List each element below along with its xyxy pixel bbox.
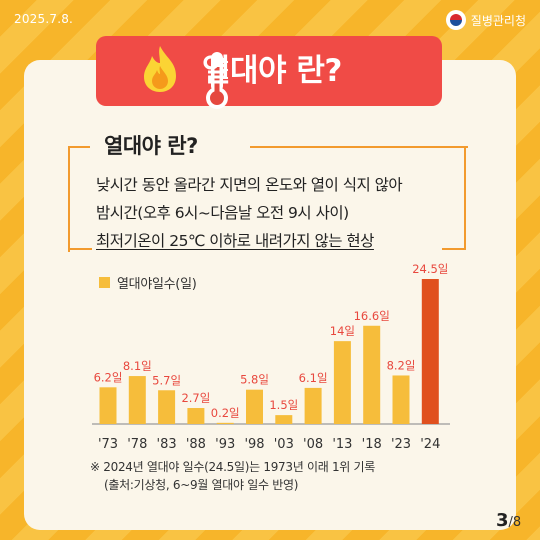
page-current: 3	[496, 510, 509, 531]
x-tick-label-6: '03	[274, 437, 294, 452]
bar-11	[421, 279, 439, 424]
x-tick-label-9: '18	[362, 437, 382, 452]
legend-swatch	[99, 277, 110, 288]
value-label-3: 2.7일	[181, 391, 210, 405]
definition-line-2: 밤시간(오후 6시~다음날 오전 9시 사이)	[96, 204, 349, 222]
bar-9	[363, 325, 381, 424]
definition-line-1: 낮시간 동안 올라간 지면의 온도와 열이 식지 않아	[96, 176, 403, 194]
page-total: /8	[508, 515, 522, 530]
title-banner: 열대야 란?	[96, 36, 442, 109]
bar-2	[158, 390, 176, 424]
x-tick-label-1: '78	[127, 437, 147, 452]
x-tick-label-4: '93	[215, 437, 235, 452]
x-tick-label-5: '98	[244, 437, 264, 452]
value-label-2: 5.7일	[152, 373, 181, 387]
kdca-logo-icon	[445, 10, 466, 30]
definition-title: 열대야 란?	[104, 134, 198, 158]
bar-0	[99, 387, 117, 424]
frame-right-line	[464, 146, 466, 250]
page-indicator: 3/8	[496, 510, 521, 531]
banner-title: 열대야 란?	[202, 53, 342, 89]
value-label-10: 8.2일	[387, 358, 416, 372]
value-label-11: 24.5일	[412, 262, 448, 276]
definition-line-3: 최저기온이 25℃ 이하로 내려가지 않는 현상	[96, 232, 374, 250]
chart-note: ※ 2024년 열대야 일수(24.5일)는 1973년 이래 1위 기록	[90, 460, 376, 474]
value-label-6: 1.5일	[269, 398, 298, 412]
frame-title-gap	[90, 132, 250, 162]
date-label: 2025.7.8.	[14, 12, 74, 26]
value-label-8: 14일	[330, 324, 355, 338]
value-label-0: 6.2일	[94, 370, 123, 384]
value-label-5: 5.8일	[240, 373, 269, 387]
frame-bottom-right	[442, 248, 466, 250]
org-name: 질병관리청	[470, 13, 526, 28]
value-label-7: 6.1일	[299, 371, 328, 385]
bar-10	[392, 375, 410, 424]
fire-icon	[144, 46, 176, 92]
chart-source: (출처:기상청, 6~9월 열대야 일수 반영)	[104, 478, 299, 492]
x-tick-label-7: '08	[303, 437, 323, 452]
thermometer-icon	[206, 52, 228, 109]
bar-8	[333, 341, 351, 424]
bar-3	[187, 408, 205, 424]
x-tick-label-3: '88	[186, 437, 206, 452]
chart-legend: 열대야일수(일)	[99, 273, 197, 292]
value-label-9: 16.6일	[354, 309, 390, 323]
frame-top-line	[252, 146, 466, 148]
value-label-1: 8.1일	[123, 359, 152, 373]
frame-bottom-left	[68, 248, 92, 250]
x-tick-label-2: '83	[157, 437, 177, 452]
value-label-4: 0.2일	[211, 406, 240, 420]
x-tick-label-0: '73	[98, 437, 118, 452]
x-tick-label-8: '13	[332, 437, 352, 452]
bar-6	[275, 415, 293, 424]
bar-1	[128, 376, 146, 424]
bar-4	[216, 422, 234, 424]
legend-label: 열대야일수(일)	[117, 277, 197, 292]
x-tick-label-10: '23	[391, 437, 411, 452]
bar-5	[246, 389, 263, 424]
org-logo-group: 질병관리청	[445, 10, 526, 30]
bar-7	[304, 387, 322, 424]
x-tick-label-11: '24	[420, 437, 440, 452]
